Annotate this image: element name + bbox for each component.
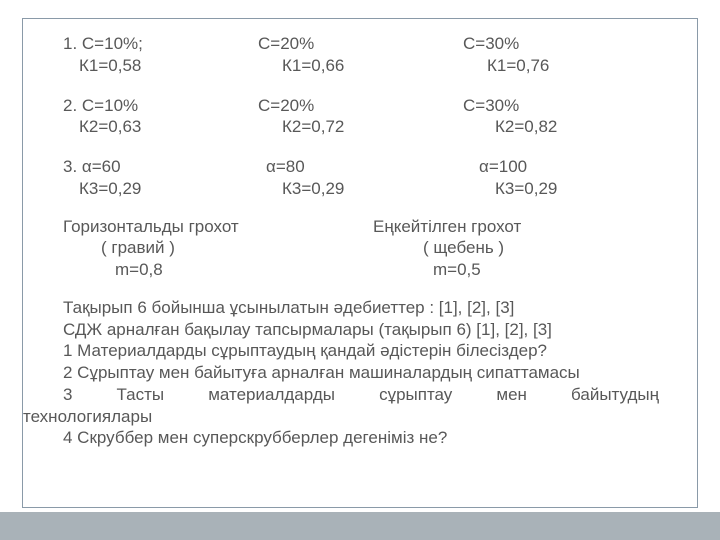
t3-c2-param: α=80 [266, 157, 305, 176]
t1-c3-param: C=30% [463, 34, 519, 53]
t3-c2-coef: К3=0,29 [282, 179, 344, 198]
t3-c3-param: α=100 [479, 157, 527, 176]
table-block-3: 3. α=60 α=80 α=100 К3=0,29 К3=0,29 К3=0,… [63, 156, 657, 200]
t1-c2-param: C=20% [258, 34, 314, 53]
t1-c1-coef: К1=0,58 [79, 56, 141, 75]
page: 1. C=10%; C=20% C=30% К1=0,58 К1=0,66 К1… [0, 0, 720, 540]
content-frame: 1. C=10%; C=20% C=30% К1=0,58 К1=0,66 К1… [22, 18, 698, 508]
t2-c3-coef: К2=0,82 [495, 117, 557, 136]
t3-c1-coef: К3=0,29 [79, 179, 141, 198]
question-2: 2 Сұрыптау мен байытуға арналған машинал… [63, 362, 657, 384]
grokhot-right-m: m=0,5 [373, 259, 521, 281]
t3-c3-coef: К3=0,29 [495, 179, 557, 198]
t2-c1-param: C=10% [82, 96, 138, 115]
t1-c2-coef: К1=0,66 [282, 56, 344, 75]
t2-c2-param: C=20% [258, 96, 314, 115]
grokhot-right-note: ( щебень ) [373, 237, 521, 259]
table-block-1: 1. C=10%; C=20% C=30% К1=0,58 К1=0,66 К1… [63, 33, 657, 77]
grokhot-left-note: ( гравий ) [63, 237, 373, 259]
t2-c1-coef: К2=0,63 [79, 117, 141, 136]
t2-c3-param: C=30% [463, 96, 519, 115]
table-block-2: 2. C=10% C=20% C=30% К2=0,63 К2=0,72 К2=… [63, 95, 657, 139]
grokhot-left-m: m=0,8 [63, 259, 373, 281]
question-4: 4 Скруббер мен суперскрубберлер дегенімі… [63, 427, 657, 449]
question-1: 1 Материалдарды сұрыптаудың қандай әдіст… [63, 340, 657, 362]
refs-line-2: СДЖ арналған бақылау тапсырмалары (тақыр… [63, 319, 657, 341]
question-3a: 3 Тасты материалдарды сұрыптау мен байыт… [23, 384, 659, 406]
t3-c1-param: α=60 [82, 157, 121, 176]
question-3b: технологиялары [23, 406, 657, 428]
refs-line-1: Тақырып 6 бойынша ұсынылатын әдебиеттер … [63, 297, 657, 319]
t2-c2-coef: К2=0,72 [282, 117, 344, 136]
t1-c1-param: C=10%; [82, 34, 143, 53]
t1-c3-coef: К1=0,76 [487, 56, 549, 75]
grokhot-block: Горизонтальды грохот ( гравий ) m=0,8 Ең… [63, 216, 657, 281]
grokhot-right-title: Еңкейтілген грохот [373, 216, 521, 238]
footer-band [0, 512, 720, 540]
grokhot-left-title: Горизонтальды грохот [63, 216, 373, 238]
